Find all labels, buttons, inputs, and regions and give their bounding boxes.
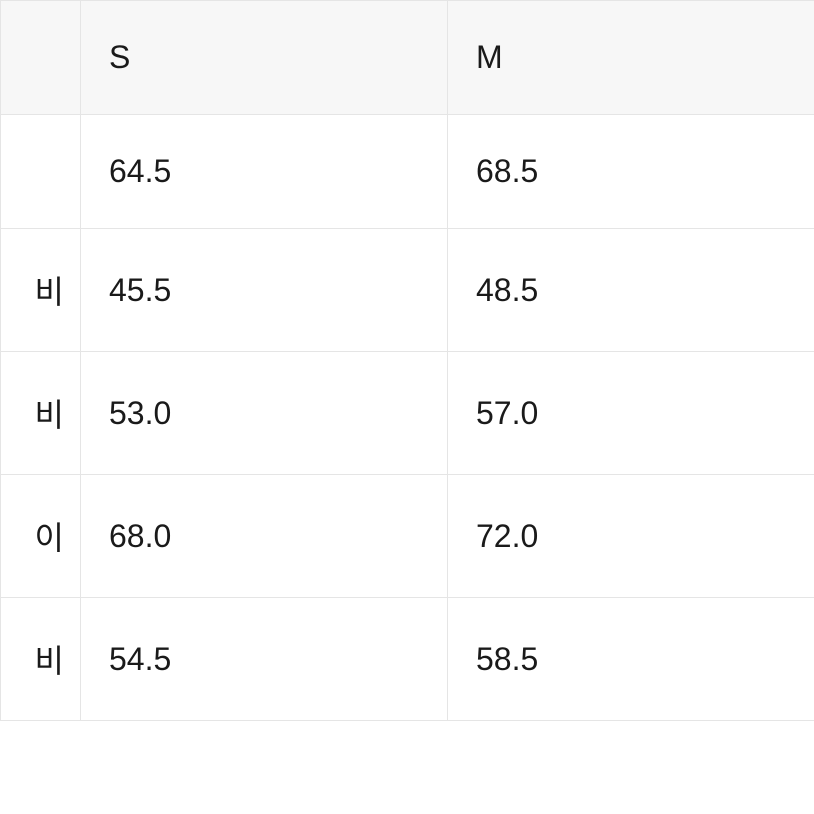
row-label: 비 [1,352,81,475]
cell-s: 68.0 [81,475,448,598]
cell-m: 57.0 [448,352,814,475]
table-row: 64.5 68.5 [1,115,814,229]
table-row: 이 68.0 72.0 [1,475,814,598]
cell-m: 72.0 [448,475,814,598]
row-label [1,115,81,229]
header-s: S [81,1,448,115]
size-table-container: S M 64.5 68.5 비 45.5 48.5 비 53.0 57.0 이 [0,0,814,814]
table-body: 64.5 68.5 비 45.5 48.5 비 53.0 57.0 이 68.0… [1,115,814,721]
row-label: 비 [1,229,81,352]
table-row: 비 53.0 57.0 [1,352,814,475]
cell-s: 53.0 [81,352,448,475]
cell-m: 48.5 [448,229,814,352]
row-label: 비 [1,598,81,721]
row-label: 이 [1,475,81,598]
header-label [1,1,81,115]
cell-s: 45.5 [81,229,448,352]
cell-m: 68.5 [448,115,814,229]
table-header-row: S M [1,1,814,115]
table-row: 비 54.5 58.5 [1,598,814,721]
size-table: S M 64.5 68.5 비 45.5 48.5 비 53.0 57.0 이 [0,0,814,721]
cell-m: 58.5 [448,598,814,721]
table-row: 비 45.5 48.5 [1,229,814,352]
header-m: M [448,1,814,115]
cell-s: 54.5 [81,598,448,721]
cell-s: 64.5 [81,115,448,229]
